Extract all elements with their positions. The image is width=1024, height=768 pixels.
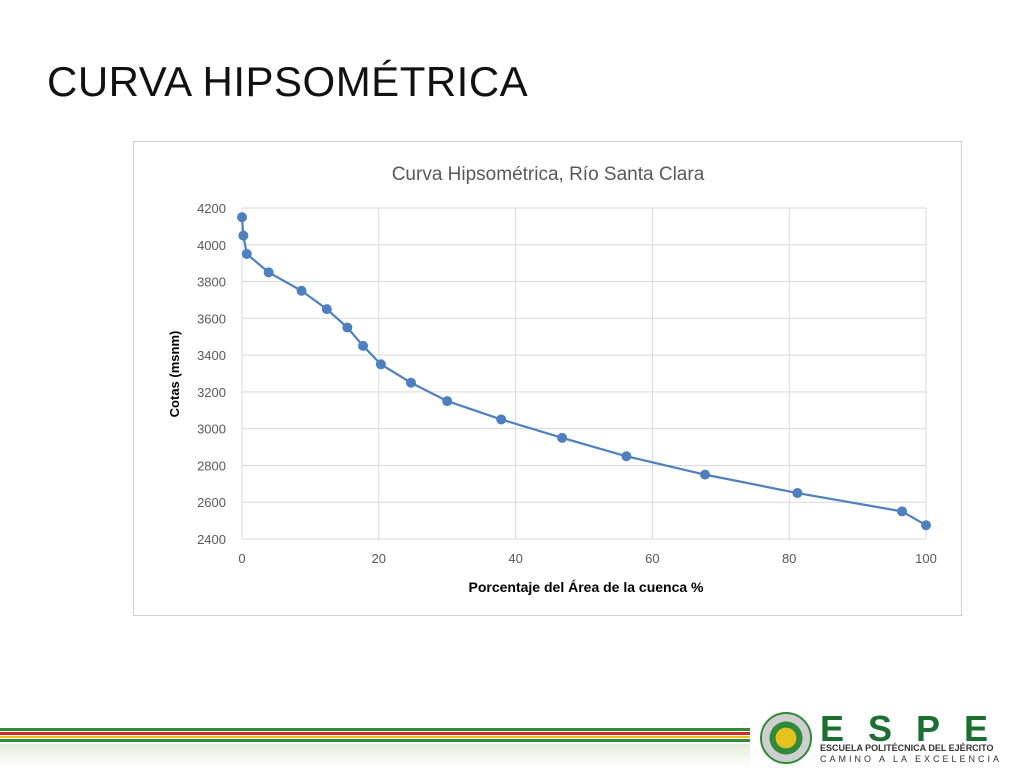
slide-title: CURVA HIPSOMÉTRICA: [47, 58, 529, 105]
x-tick-label: 80: [782, 551, 796, 566]
brand-motto: CAMINO A LA EXCELENCIA: [820, 754, 1003, 764]
data-point: [238, 230, 249, 241]
data-point: [237, 212, 247, 223]
y-tick-label: 3200: [197, 385, 226, 400]
footer-stripes: [0, 728, 750, 766]
y-tick-label: 2600: [197, 495, 226, 510]
y-axis-label: Cotas (msnm): [167, 331, 182, 418]
series-line: [240, 217, 927, 527]
data-point: [405, 377, 416, 388]
data-point: [496, 414, 507, 425]
data-point: [342, 322, 353, 333]
data-point: [792, 488, 803, 499]
x-axis-label: Porcentaje del Área de la cuenca %: [469, 579, 705, 595]
x-tick-label: 40: [508, 551, 522, 566]
data-point: [921, 520, 931, 531]
hypsometric-chart: 2400 2600 2800 3000 3200 3400 3600 3800 4000 4200…: [167, 164, 937, 595]
data-point: [263, 267, 274, 278]
brand-subtitle: ESCUELA POLITÉCNICA DEL EJÉRCITO: [820, 743, 994, 753]
data-point: [358, 340, 369, 351]
data-point: [442, 396, 453, 407]
data-point: [557, 432, 568, 443]
y-tick-label: 3600: [197, 311, 226, 326]
data-point: [897, 506, 908, 517]
data-point: [621, 451, 632, 462]
data-point: [375, 359, 386, 370]
y-tick-label: 3800: [197, 275, 226, 290]
espe-logo: ESPE ESCUELA POLITÉCNICA DEL EJÉRCITO CA…: [756, 706, 1024, 768]
y-tick-label: 2800: [197, 458, 226, 473]
data-point: [700, 469, 711, 480]
data-point: [296, 285, 307, 296]
university-seal-icon: [760, 712, 812, 764]
y-tick-label: 4000: [197, 238, 226, 253]
brand-name: ESPE: [820, 708, 1013, 749]
y-tick-label: 3000: [197, 422, 226, 437]
chart-title: Curva Hipsométrica, Río Santa Clara: [392, 164, 705, 185]
chart-frame: 2400 2600 2800 3000 3200 3400 3600 3800 4000 4200…: [133, 141, 962, 616]
x-tick-label: 60: [645, 551, 659, 566]
data-point: [321, 304, 332, 315]
y-tick-label: 3400: [197, 348, 226, 363]
x-tick-label: 0: [238, 551, 245, 566]
data-point: [241, 248, 252, 259]
x-tick-label: 100: [915, 551, 937, 566]
y-tick-label: 4200: [197, 201, 226, 216]
y-tick-label: 2400: [197, 532, 226, 547]
x-tick-label: 20: [372, 551, 386, 566]
